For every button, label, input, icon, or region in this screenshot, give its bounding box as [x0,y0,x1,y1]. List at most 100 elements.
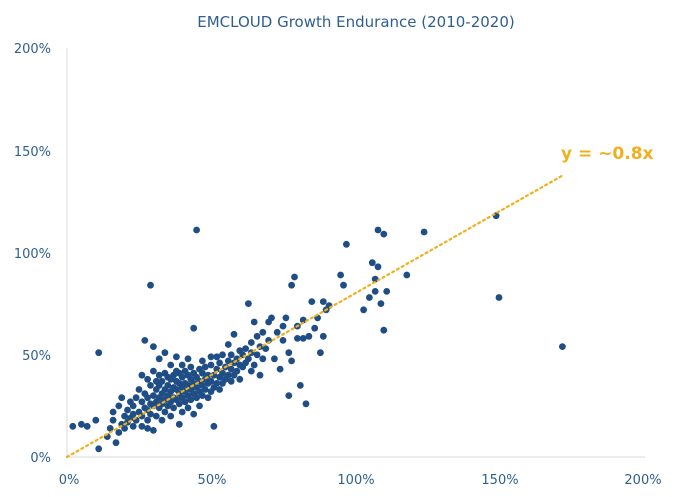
data-point [495,294,503,301]
y-axis-ticks: 0% 50% 100% 150% 200% [14,42,51,466]
data-point [245,300,252,307]
data-point [109,408,117,416]
x-tick-label: 50% [198,473,227,488]
data-point [380,230,388,238]
data-point [559,343,566,350]
data-point [207,353,215,361]
data-point [319,332,327,340]
data-point [247,367,255,375]
data-point [294,335,301,342]
data-point [132,394,140,402]
data-point [164,382,172,389]
data-point [262,345,270,352]
data-point [299,335,307,342]
data-point [311,324,319,332]
data-point [383,288,391,295]
data-point [144,375,152,383]
data-point [224,341,232,348]
data-point [106,425,114,432]
data-point [380,326,388,334]
y-tick-label: 150% [14,145,51,160]
data-point [150,392,157,399]
data-point [276,365,284,373]
data-point [259,328,267,336]
data-point [227,351,235,359]
data-point [227,377,235,385]
data-point [150,343,157,350]
trendline [65,174,564,459]
data-point [144,425,152,432]
data-point [371,288,379,295]
y-tick-label: 0% [30,451,51,466]
data-point [124,406,131,414]
data-point [259,355,267,363]
data-point [184,355,192,363]
data-point [175,420,183,428]
data-point [224,357,232,365]
data-point [129,402,137,410]
data-point [204,394,212,402]
data-point [250,318,258,326]
data-point [268,314,275,322]
data-point [247,339,255,346]
data-point [224,371,232,379]
data-point [138,422,146,430]
data-point [150,427,157,434]
data-point [138,371,146,379]
data-point [242,345,250,352]
data-point [288,357,295,365]
data-point [178,373,186,381]
data-point [129,410,137,418]
data-points [69,212,566,453]
data-point [181,398,189,406]
y-tick-label: 50% [22,349,51,364]
data-point [144,394,152,402]
data-point [285,392,293,399]
data-point [184,404,192,412]
data-point [305,332,313,340]
data-point [319,298,327,305]
data-point [175,400,183,408]
data-point [187,363,195,371]
data-point [207,377,215,385]
data-point [112,439,120,447]
data-point [201,363,209,371]
data-point [109,416,117,424]
data-point [69,422,77,430]
data-point [190,410,198,418]
data-point [115,402,123,410]
x-tick-label: 0% [59,473,80,488]
data-point [368,259,376,267]
data-point [158,416,166,424]
data-point [161,349,169,357]
data-point [282,314,290,322]
y-tick-label: 100% [14,247,51,262]
data-point [141,337,149,344]
data-point [337,271,344,279]
data-point [233,367,241,375]
data-point [343,240,350,248]
data-point [167,412,175,420]
data-point [207,361,215,369]
data-point [83,422,91,430]
data-point [279,322,287,330]
data-point [92,416,100,424]
data-point [288,281,295,289]
data-point [193,394,201,402]
data-point [199,392,206,399]
data-point [377,300,385,307]
data-point [115,429,123,436]
data-point [360,306,367,314]
trendline-label: y = ~0.8x [561,144,654,164]
data-point [245,355,252,363]
data-point [317,349,324,357]
data-point [308,298,316,305]
data-point [420,228,428,236]
data-point [210,422,218,430]
data-point [152,412,160,420]
chart-title: EMCLOUD Growth Endurance (2010-2020) [197,13,514,31]
data-point [253,332,261,340]
data-point [213,365,221,373]
data-point [302,400,310,408]
